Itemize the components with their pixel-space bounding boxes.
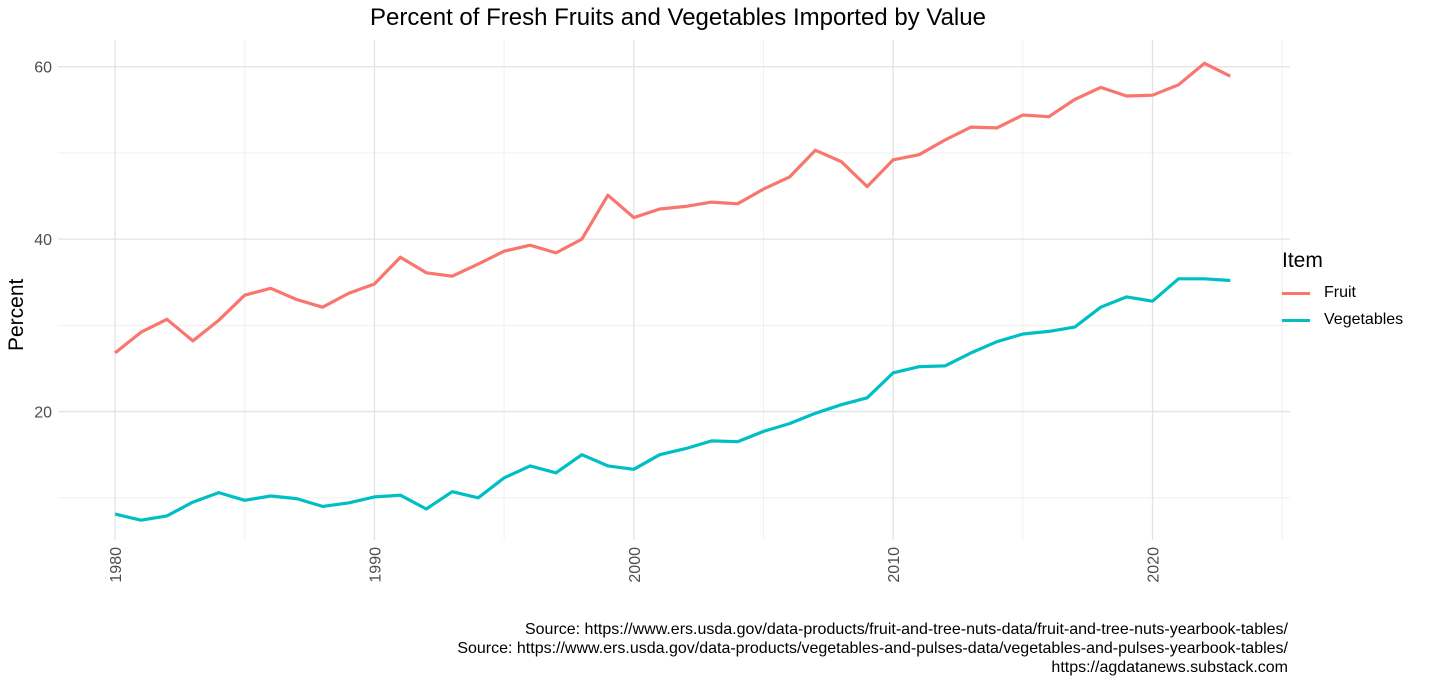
caption-source-fruit: Source: https://www.ers.usda.gov/data-pr… — [524, 621, 1288, 638]
series-line-fruit — [114, 61, 1232, 355]
legend-key-vegetables — [1282, 318, 1310, 322]
x-tick-label: 2010 — [886, 547, 903, 583]
legend-title: Item — [1282, 249, 1323, 272]
x-tick-label: 2000 — [627, 547, 644, 583]
x-tick-label: 2020 — [1146, 547, 1163, 583]
legend-label-vegetables: Vegetables — [1324, 311, 1404, 328]
chart-title: Percent of Fresh Fruits and Vegetables I… — [370, 4, 986, 31]
caption-source-vegetables: Source: https://www.ers.usda.gov/data-pr… — [457, 640, 1288, 657]
x-tick-label: 1990 — [367, 547, 384, 583]
legend-label-fruit: Fruit — [1324, 284, 1356, 301]
legend-key-fruit — [1282, 291, 1310, 295]
y-tick-label: 20 — [34, 405, 52, 422]
y-tick-label: 40 — [34, 232, 52, 249]
legend-item-vegetables: Vegetables — [1282, 311, 1403, 329]
x-tick-label: 1980 — [108, 547, 125, 583]
series-line-vegetables — [114, 277, 1231, 522]
y-tick-label: 60 — [34, 60, 52, 77]
legend-item-fruit: Fruit — [1282, 284, 1356, 302]
caption-website: https://agdatanews.substack.com — [1051, 659, 1288, 676]
